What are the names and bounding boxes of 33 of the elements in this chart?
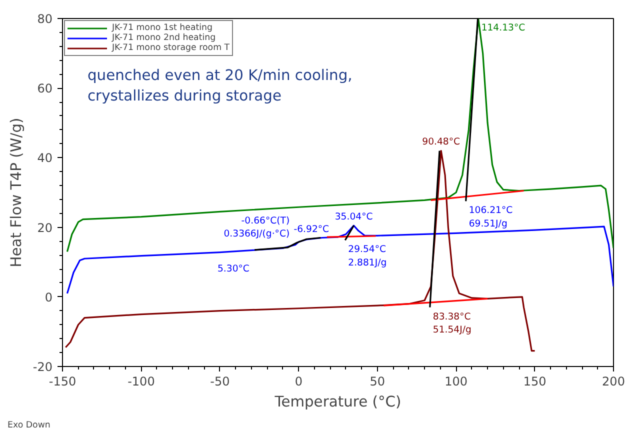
legend-label: JK-71 mono 1st heating	[112, 23, 213, 33]
y-tick-label: 0	[44, 290, 53, 304]
annotation: 106.21°C 69.51J/g	[468, 205, 513, 230]
annotation: 29.54°C 2.881J/g	[348, 244, 387, 268]
x-tick-label: 50	[370, 374, 386, 388]
x-tick-label: 150	[523, 374, 546, 388]
x-axis-title: Temperature (°C)	[274, 394, 402, 410]
annotation: -6.92°C	[294, 224, 330, 235]
x-tick-label: 0	[294, 374, 302, 388]
annotation: 5.30°C	[218, 264, 250, 274]
line-series	[64, 150, 536, 352]
line-series	[254, 236, 322, 251]
y-tick-label: 20	[37, 220, 53, 235]
y-tick-label: 60	[37, 82, 53, 96]
legend-label: JK-71 mono 2nd heating	[112, 33, 216, 43]
y-tick-label: -20	[32, 360, 53, 374]
x-tick-label: -150	[48, 374, 76, 388]
annotation: 35.04°C	[334, 212, 373, 223]
annotation: quenched even at 20 K/min cooling, crystallizes during storage	[88, 67, 352, 104]
x-tick-label: 100	[444, 374, 468, 388]
legend-label: JK-71 mono storage room T	[112, 43, 230, 53]
text: Exo Down	[8, 420, 50, 430]
annotation: 114.13°C	[481, 22, 526, 34]
x-tick-label: -50	[210, 374, 230, 388]
x-tick-label: -100	[128, 374, 155, 388]
y-axis-title: Heat Flow T4P (W/g)	[8, 118, 25, 268]
y-tick-label: 40	[37, 151, 53, 166]
annotation: 83.38°C 51.54J/g	[432, 311, 472, 336]
x-tick-label: 200	[602, 374, 625, 388]
annotation: -0.66°C(T) 0.3366J/(g·°C)	[224, 215, 290, 240]
annotation: 90.48°C	[422, 136, 460, 148]
y-tick-label: 80	[37, 12, 53, 26]
line-series	[66, 18, 614, 252]
